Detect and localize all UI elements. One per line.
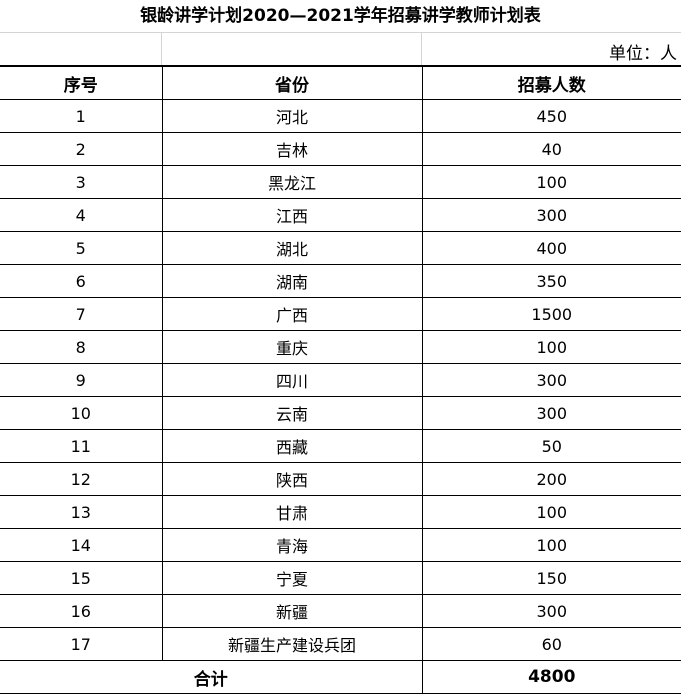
- total-label: 合计: [0, 660, 423, 694]
- header-row: 序号 省份 招募人数: [0, 66, 681, 100]
- cell-province: 吉林: [161, 132, 423, 166]
- cell-province: 宁夏: [161, 561, 423, 595]
- cell-index: 8: [0, 330, 163, 364]
- table-row: 5 湖北 400: [0, 231, 681, 265]
- cell-count: 100: [421, 528, 681, 562]
- cell-count: 150: [421, 561, 681, 595]
- cell-index: 16: [0, 594, 163, 628]
- cell-count: 300: [421, 363, 681, 397]
- cell-index: 12: [0, 462, 163, 496]
- cell-index: 6: [0, 264, 163, 298]
- unit-row-blank-2: [162, 33, 422, 65]
- cell-count: 100: [421, 330, 681, 364]
- cell-index: 9: [0, 363, 163, 397]
- recruitment-table: 序号 省份 招募人数 1 河北 450 2 吉林 40 3 黑龙江 100 4 江西 300 5 湖北 40…: [0, 66, 681, 694]
- table-row: 15 宁夏 150: [0, 561, 681, 595]
- table-row: 3 黑龙江 100: [0, 165, 681, 199]
- cell-count: 300: [421, 594, 681, 628]
- total-value: 4800: [421, 660, 681, 694]
- table-row: 12 陕西 200: [0, 462, 681, 496]
- cell-index: 3: [0, 165, 163, 199]
- cell-count: 300: [421, 396, 681, 430]
- cell-index: 15: [0, 561, 163, 595]
- table-row: 9 四川 300: [0, 363, 681, 397]
- cell-index: 14: [0, 528, 163, 562]
- cell-count: 60: [421, 627, 681, 661]
- cell-province: 重庆: [161, 330, 423, 364]
- cell-index: 2: [0, 132, 163, 166]
- table-title: 银龄讲学计划2020—2021学年招募讲学教师计划表: [0, 0, 681, 33]
- cell-province: 陕西: [161, 462, 423, 496]
- cell-province: 广西: [161, 297, 423, 331]
- cell-count: 450: [421, 99, 681, 133]
- cell-count: 100: [421, 495, 681, 529]
- table-row: 4 江西 300: [0, 198, 681, 232]
- table-row: 17 新疆生产建设兵团 60: [0, 627, 681, 661]
- cell-count: 1500: [421, 297, 681, 331]
- table-row: 2 吉林 40: [0, 132, 681, 166]
- cell-province: 新疆: [161, 594, 423, 628]
- cell-province: 甘肃: [161, 495, 423, 529]
- cell-count: 400: [421, 231, 681, 265]
- cell-index: 11: [0, 429, 163, 463]
- cell-province: 西藏: [161, 429, 423, 463]
- cell-count: 300: [421, 198, 681, 232]
- cell-province: 黑龙江: [161, 165, 423, 199]
- cell-province: 青海: [161, 528, 423, 562]
- header-count: 招募人数: [421, 66, 681, 100]
- cell-index: 17: [0, 627, 163, 661]
- table-row: 11 西藏 50: [0, 429, 681, 463]
- unit-label: 单位：人: [609, 44, 677, 64]
- cell-count: 200: [421, 462, 681, 496]
- cell-count: 50: [421, 429, 681, 463]
- table-row: 8 重庆 100: [0, 330, 681, 364]
- cell-province: 江西: [161, 198, 423, 232]
- table-row: 16 新疆 300: [0, 594, 681, 628]
- cell-index: 5: [0, 231, 163, 265]
- cell-province: 新疆生产建设兵团: [161, 627, 423, 661]
- total-row: 合计 4800: [0, 660, 681, 694]
- cell-count: 40: [421, 132, 681, 166]
- cell-index: 10: [0, 396, 163, 430]
- table-row: 1 河北 450: [0, 99, 681, 133]
- unit-row-blank-1: [0, 33, 162, 65]
- cell-count: 350: [421, 264, 681, 298]
- table-row: 7 广西 1500: [0, 297, 681, 331]
- header-province: 省份: [161, 66, 423, 100]
- table-row: 14 青海 100: [0, 528, 681, 562]
- cell-province: 河北: [161, 99, 423, 133]
- header-index: 序号: [0, 66, 163, 100]
- cell-province: 湖北: [161, 231, 423, 265]
- unit-row: 单位：人: [0, 33, 681, 66]
- cell-count: 100: [421, 165, 681, 199]
- cell-province: 湖南: [161, 264, 423, 298]
- cell-index: 4: [0, 198, 163, 232]
- cell-province: 云南: [161, 396, 423, 430]
- table-row: 10 云南 300: [0, 396, 681, 430]
- cell-province: 四川: [161, 363, 423, 397]
- cell-index: 1: [0, 99, 163, 133]
- table-row: 6 湖南 350: [0, 264, 681, 298]
- cell-index: 7: [0, 297, 163, 331]
- table-row: 13 甘肃 100: [0, 495, 681, 529]
- cell-index: 13: [0, 495, 163, 529]
